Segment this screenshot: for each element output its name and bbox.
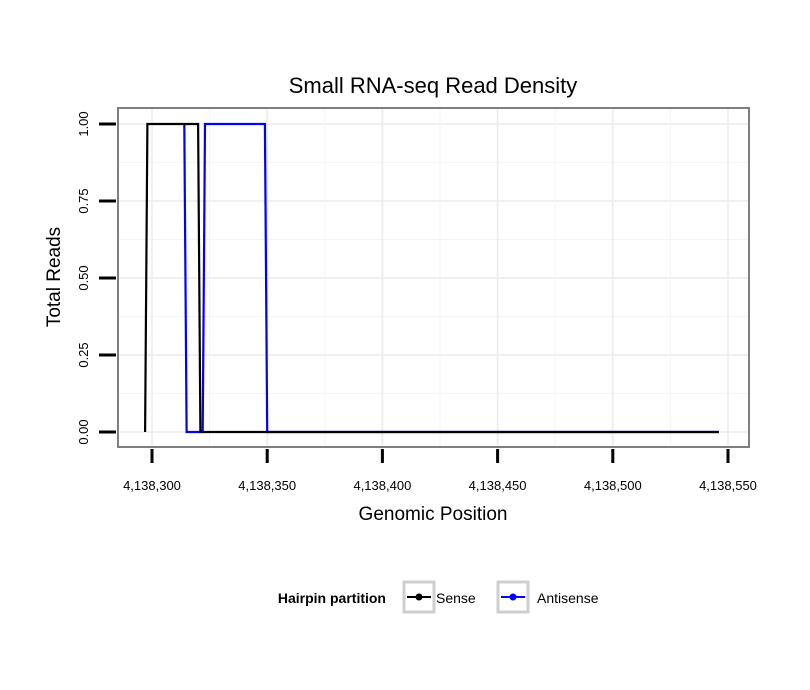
chart-title: Small RNA-seq Read Density: [289, 73, 578, 98]
y-tick-label: 0.75: [76, 188, 91, 213]
x-tick-label: 4,138,550: [699, 478, 757, 493]
series-layer: [144, 122, 719, 434]
x-axis: 4,138,300 4,138,350 4,138,400 4,138,450 4,13…: [123, 449, 757, 493]
x-axis-title: Genomic Position: [359, 504, 508, 525]
y-tick-label: 0.50: [76, 265, 91, 290]
series-line-sense: [144, 122, 719, 434]
x-tick-label: 4,138,350: [238, 478, 296, 493]
y-axis: 0.00 0.25 0.50 0.75 1.00: [76, 111, 116, 445]
legend-title: Hairpin partition: [278, 590, 386, 606]
grid: [118, 108, 749, 447]
legend: Hairpin partition Sense Antisense: [278, 580, 599, 614]
y-axis-title: Total Reads: [44, 227, 65, 327]
x-tick-label: 4,138,450: [469, 478, 527, 493]
legend-marker-sense: [415, 593, 423, 601]
legend-label-antisense: Antisense: [537, 590, 599, 606]
x-tick-label: 4,138,400: [353, 478, 411, 493]
x-tick-label: 4,138,500: [584, 478, 642, 493]
y-tick-label: 1.00: [76, 111, 91, 136]
x-tick-label: 4,138,300: [123, 478, 181, 493]
plot-border: [117, 107, 750, 448]
y-tick-label: 0.25: [76, 342, 91, 367]
legend-label-sense: Sense: [436, 590, 476, 606]
legend-marker-antisense: [509, 593, 517, 601]
y-tick-label: 0.00: [76, 419, 91, 444]
